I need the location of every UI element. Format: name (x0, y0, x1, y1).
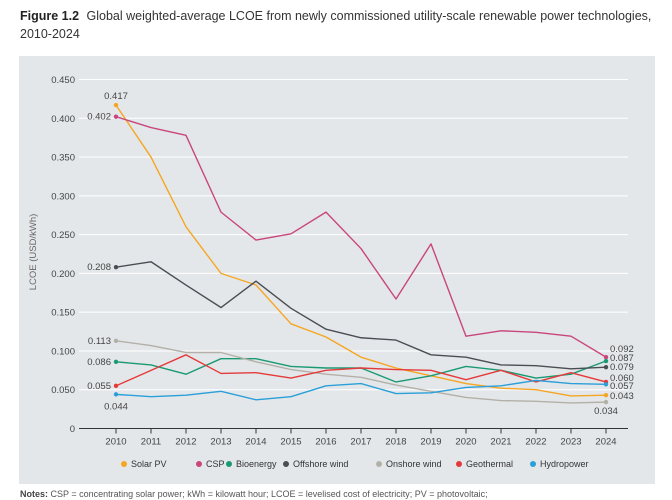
legend-label-solar-pv: Solar PV (131, 459, 167, 469)
start-label-onshore-wind: 0.113 (88, 336, 111, 347)
end-point-onshore-wind (603, 399, 609, 405)
series-line-offshore-wind (115, 261, 607, 370)
x-tick-label: 2023 (560, 437, 581, 448)
y-tick-label: 0.450 (51, 75, 75, 86)
notes-text: CSP = concentrating solar power; kWh = k… (50, 489, 488, 499)
start-label-bioenergy: 0.086 (87, 357, 111, 368)
end-point-hydropower (603, 382, 609, 387)
figure-caption: Figure 1.2 Global weighted-average LCOE … (20, 7, 660, 43)
legend-label-bioenergy: Bioenergy (236, 459, 277, 469)
legend-label-onshore-wind: Onshore wind (386, 459, 442, 469)
y-tick-label: 0 (70, 424, 75, 435)
end-point-solar-pv (603, 392, 609, 398)
end-label-geothermal: 0.060 (610, 373, 634, 384)
legend-marker-geothermal (456, 461, 462, 467)
x-tick-label: 2024 (595, 437, 616, 448)
end-label-onshore-wind: 0.034 (594, 406, 618, 417)
y-tick-label: 0.400 (51, 114, 75, 125)
series-line-onshore-wind (115, 340, 607, 404)
y-tick-label: 0.100 (51, 346, 75, 357)
y-tick-label: 0.250 (51, 230, 75, 241)
series-line-hydropower (115, 379, 607, 401)
y-tick-label: 0.300 (51, 191, 75, 202)
x-tick-label: 2022 (525, 437, 546, 448)
series-line-bioenergy (115, 358, 607, 383)
end-point-csp (603, 354, 609, 360)
y-tick-label: 0.150 (51, 308, 75, 319)
start-label-geothermal: 0.055 (87, 381, 111, 392)
end-label-solar-pv: 0.043 (610, 391, 634, 402)
start-label-csp: 0.402 (87, 112, 111, 123)
end-point-offshore-wind (603, 365, 609, 370)
end-label-hydropower: 0.057 (610, 381, 634, 392)
series-line-geothermal (115, 354, 607, 387)
start-point-offshore-wind (113, 264, 119, 270)
legend-marker-bioenergy (226, 461, 232, 467)
figure-notes: Notes: CSP = concentrating solar power; … (20, 489, 488, 499)
x-tick-label: 2019 (420, 437, 441, 448)
y-tick-label: 0.050 (51, 385, 75, 396)
legend-marker-offshore-wind (283, 461, 289, 467)
legend-marker-onshore-wind (376, 461, 382, 467)
y-tick-label: 0.350 (51, 153, 75, 164)
end-label-offshore-wind: 0.079 (610, 362, 634, 373)
end-label-csp: 0.092 (610, 344, 634, 355)
legend-label-geothermal: Geothermal (466, 459, 513, 469)
legend-label-hydropower: Hydropower (540, 459, 589, 469)
legend-label-csp: CSP (206, 459, 225, 469)
x-tick-label: 2013 (210, 437, 231, 448)
series-line-csp (115, 116, 607, 358)
end-point-bioenergy (603, 358, 609, 364)
x-tick-label: 2010 (105, 437, 126, 448)
legend-marker-csp (196, 461, 202, 467)
start-point-csp (113, 114, 119, 119)
notes-label: Notes: (20, 489, 49, 499)
start-point-hydropower (113, 392, 119, 397)
end-label-bioenergy: 0.087 (610, 353, 634, 364)
x-tick-label: 2020 (455, 437, 476, 448)
series-line-solar-pv (115, 104, 607, 397)
start-point-bioenergy (113, 359, 119, 365)
x-tick-label: 2018 (385, 437, 406, 448)
chart-panel: 0 0.050 0.100 0.150 0.200 0.250 0.300 0.350 0.40… (19, 56, 655, 484)
legend-marker-solar-pv (121, 461, 127, 467)
figure-label: Figure 1.2 (20, 9, 80, 23)
x-tick-label: 2014 (245, 437, 266, 448)
legend-marker-hydropower (530, 461, 536, 467)
x-tick-label: 2021 (490, 437, 511, 448)
start-point-geothermal (113, 383, 119, 389)
lcoe-line-chart: 0 0.050 0.100 0.150 0.200 0.250 0.300 0.350 0.40… (28, 75, 634, 469)
start-label-hydropower: 0.044 (104, 401, 128, 412)
x-tick-label: 2015 (280, 437, 301, 448)
legend-label-offshore-wind: Offshore wind (293, 459, 348, 469)
x-tick-label: 2011 (141, 437, 161, 448)
start-point-onshore-wind (113, 338, 119, 344)
x-tick-label: 2017 (350, 437, 371, 448)
x-tick-label: 2012 (175, 437, 196, 448)
start-point-solar-pv (113, 102, 119, 108)
start-label-solar-pv: 0.417 (104, 91, 128, 102)
y-tick-label: 0.200 (51, 269, 75, 280)
y-axis-title: LCOE (USD/kWh) (28, 214, 39, 291)
figure-title: Global weighted-average LCOE from newly … (20, 9, 652, 41)
start-label-offshore-wind: 0.208 (87, 262, 111, 273)
x-tick-label: 2016 (315, 437, 336, 448)
